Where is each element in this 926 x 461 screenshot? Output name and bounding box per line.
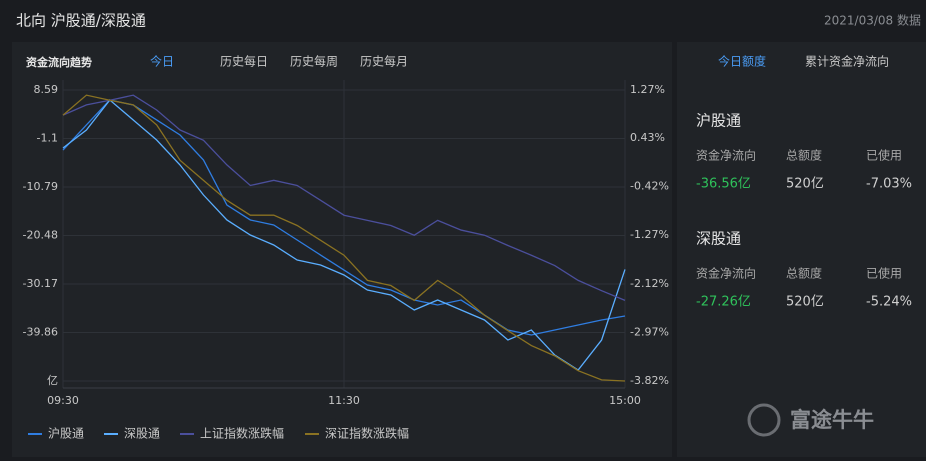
x-tick-label: 09:30 — [47, 394, 79, 407]
logo — [747, 403, 781, 437]
y-tick-label: 亿 — [47, 374, 58, 387]
section-label: 资金流向趋势 — [26, 55, 92, 69]
quota-total: 520亿 — [786, 177, 824, 192]
series-line — [62, 94, 626, 382]
y2-tick-label: 0.43% — [630, 131, 665, 144]
legend-label: 上证指数涨跌幅 — [200, 426, 284, 441]
column-header: 资金净流向 — [696, 266, 756, 281]
y-tick-label: 8.59 — [34, 83, 59, 96]
column-header: 总额度 — [786, 148, 822, 163]
y2-tick-label: -2.12% — [630, 277, 669, 290]
section-title: 深股通 — [696, 230, 741, 248]
used: -5.24% — [866, 295, 912, 310]
column-header: 已使用 — [866, 266, 902, 281]
quota-total: 520亿 — [786, 295, 824, 310]
series-line — [62, 94, 626, 301]
legend-label: 深股通 — [124, 427, 160, 441]
column-header: 总额度 — [786, 266, 822, 281]
y2-tick-label: -3.82% — [630, 374, 669, 387]
date: 2021/03/08 数据 — [824, 13, 921, 28]
legend-label: 沪股通 — [48, 427, 84, 441]
y-tick-label: -1.1 — [37, 132, 58, 145]
y2-tick-label: -1.27% — [630, 228, 669, 241]
y-tick-label: -20.48 — [23, 229, 58, 242]
quota-panel — [677, 42, 926, 457]
watermark: 富途牛牛 — [790, 408, 874, 432]
y-tick-label: -30.17 — [23, 277, 58, 290]
series-line — [62, 99, 626, 336]
x-tick-label: 15:00 — [609, 394, 641, 407]
y-tick-label: -10.79 — [23, 180, 58, 193]
tab[interactable]: 历史每日 — [220, 54, 268, 69]
tab[interactable]: 历史每月 — [360, 54, 408, 69]
column-header: 已使用 — [866, 148, 902, 163]
x-tick-label: 11:30 — [328, 394, 360, 407]
tab[interactable]: 历史每周 — [290, 54, 338, 69]
column-header: 资金净流向 — [696, 148, 756, 163]
tab[interactable]: 今日 — [150, 54, 174, 69]
y2-tick-label: -0.42% — [630, 180, 669, 193]
net-flow: -36.56亿 — [696, 177, 751, 192]
title: 北向 沪股通/深股通 — [16, 12, 146, 30]
series-line — [62, 99, 626, 371]
y-tick-label: -39.86 — [23, 326, 58, 339]
used: -7.03% — [866, 177, 912, 192]
section-title: 沪股通 — [696, 112, 741, 130]
legend-label: 深证指数涨跌幅 — [325, 426, 409, 441]
y2-tick-label: -2.97% — [630, 325, 669, 338]
tab[interactable]: 累计资金净流向 — [805, 54, 889, 69]
y2-tick-label: 1.27% — [630, 83, 665, 96]
tab[interactable]: 今日额度 — [718, 54, 766, 69]
net-flow: -27.26亿 — [696, 295, 751, 310]
